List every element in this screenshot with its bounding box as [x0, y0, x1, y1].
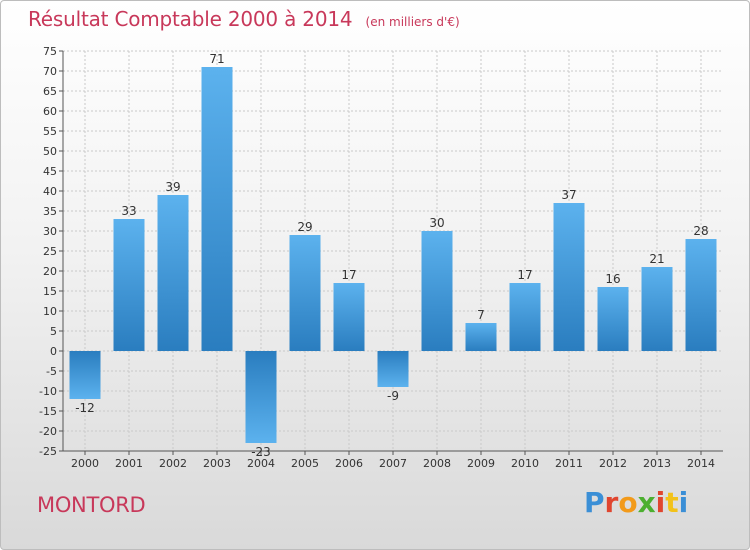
data-label: 37	[561, 188, 576, 202]
logo-letter: x	[637, 486, 656, 519]
x-tick-label: 2000	[71, 457, 99, 470]
commune-name: MONTORD	[37, 493, 146, 517]
y-tick-label: 30	[43, 225, 57, 238]
data-label: -12	[75, 401, 95, 415]
bar	[597, 287, 629, 351]
y-tick-label: 0	[50, 345, 57, 358]
chart-subtitle: (en milliers d'€)	[365, 15, 460, 29]
logo-letter: i	[678, 486, 689, 519]
x-tick-label: 2009	[467, 457, 495, 470]
x-tick-label: 2011	[555, 457, 583, 470]
y-tick-label: 10	[43, 305, 57, 318]
bar	[509, 283, 541, 351]
data-label: 21	[649, 252, 664, 266]
x-tick-label: 2002	[159, 457, 187, 470]
x-tick-label: 2014	[687, 457, 715, 470]
y-tick-label: -15	[39, 405, 57, 418]
x-tick-label: 2006	[335, 457, 363, 470]
proxiti-logo: Proxiti	[584, 486, 688, 519]
bar	[245, 351, 277, 443]
y-tick-label: 20	[43, 265, 57, 278]
x-tick-label: 2010	[511, 457, 539, 470]
y-tick-label: 5	[50, 325, 57, 338]
x-tick-label: 2007	[379, 457, 407, 470]
data-label: 16	[605, 272, 620, 286]
bar	[113, 219, 145, 351]
x-tick-label: 2012	[599, 457, 627, 470]
data-label: 7	[477, 308, 485, 322]
y-tick-label: -25	[39, 445, 57, 458]
logo-letter: t	[665, 486, 679, 519]
bars	[69, 67, 717, 443]
y-tick-label: 25	[43, 245, 57, 258]
chart-title: Résultat Comptable 2000 à 2014	[28, 7, 353, 31]
logo-letter: o	[618, 486, 638, 519]
y-tick-label: 75	[43, 45, 57, 58]
y-tick-label: -5	[46, 365, 57, 378]
data-label: 28	[693, 224, 708, 238]
data-labels: -12 33 39 71 -23 29 17 -9 30 7 17 37 16 21 28	[75, 52, 708, 459]
y-tick-label: 35	[43, 205, 57, 218]
data-label: 17	[517, 268, 532, 282]
y-tick-label: 55	[43, 125, 57, 138]
bar	[685, 239, 717, 351]
y-tick-label: -10	[39, 385, 57, 398]
data-label: -9	[387, 389, 399, 403]
bar	[465, 323, 497, 351]
y-tick-label: -20	[39, 425, 57, 438]
bar	[69, 351, 101, 399]
axes: -25 -20 -15 -10 -5 0 5 10 15 20 25 30 35 40 45 50 55 60 65…	[39, 45, 723, 470]
x-tick-label: 2001	[115, 457, 143, 470]
logo-letter: i	[655, 486, 666, 519]
bar	[553, 203, 585, 351]
data-label: 39	[165, 180, 180, 194]
logo-letter: P	[584, 486, 605, 519]
bar	[289, 235, 321, 351]
y-tick-label: 50	[43, 145, 57, 158]
y-tick-label: 15	[43, 285, 57, 298]
bar	[641, 267, 673, 351]
bar	[421, 231, 453, 351]
bar	[201, 67, 233, 351]
data-label: 17	[341, 268, 356, 282]
x-tick-label: 2005	[291, 457, 319, 470]
x-tick-label: 2013	[643, 457, 671, 470]
y-tick-label: 65	[43, 85, 57, 98]
y-tick-label: 60	[43, 105, 57, 118]
title-row: Résultat Comptable 2000 à 2014 (en milli…	[28, 7, 460, 31]
bar	[157, 195, 189, 351]
data-label: 71	[209, 52, 224, 66]
logo-letter: r	[604, 486, 619, 519]
data-label: -23	[251, 445, 271, 459]
y-tick-label: 40	[43, 185, 57, 198]
bar	[333, 283, 365, 351]
x-tick-label: 2003	[203, 457, 231, 470]
data-label: 29	[297, 220, 312, 234]
y-tick-label: 70	[43, 65, 57, 78]
data-label: 33	[121, 204, 136, 218]
x-tick-label: 2008	[423, 457, 451, 470]
y-tick-label: 45	[43, 165, 57, 178]
data-label: 30	[429, 216, 444, 230]
bar	[377, 351, 409, 387]
x-tick-label: 2004	[247, 457, 275, 470]
